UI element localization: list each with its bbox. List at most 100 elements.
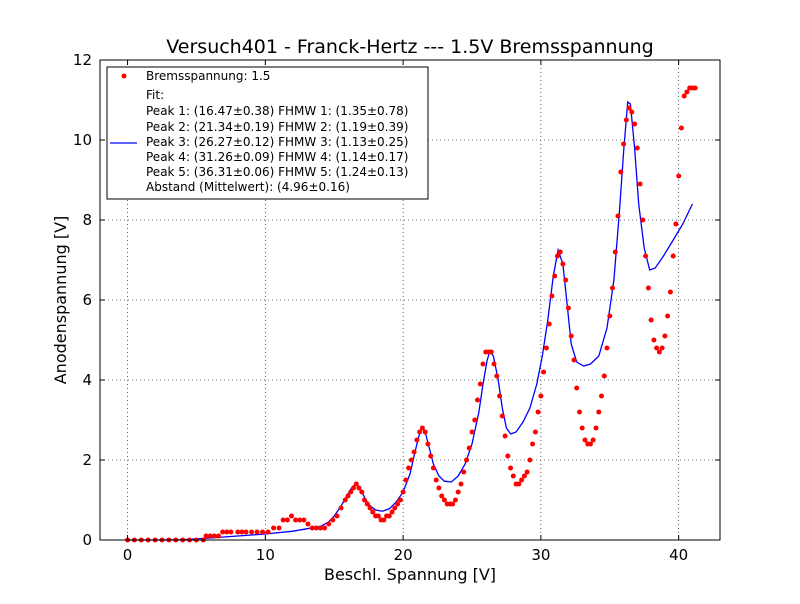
- data-point: [392, 505, 398, 511]
- data-point: [541, 369, 547, 375]
- data-point: [588, 441, 593, 447]
- data-point: [510, 473, 516, 479]
- data-point: [367, 505, 373, 511]
- data-point: [521, 473, 527, 479]
- data-point: [527, 457, 533, 463]
- data-point: [571, 357, 577, 363]
- data-point: [532, 429, 538, 435]
- data-point: [419, 425, 425, 431]
- data-point: [475, 397, 480, 403]
- data-point: [330, 517, 336, 523]
- data-point: [480, 361, 486, 367]
- data-point: [574, 385, 580, 391]
- data-point: [579, 425, 585, 431]
- data-point: [436, 485, 442, 491]
- data-point: [345, 493, 351, 499]
- data-point: [422, 429, 428, 435]
- data-point: [216, 533, 221, 539]
- data-point: [626, 105, 632, 111]
- data-point: [563, 277, 569, 283]
- data-point: [560, 261, 566, 267]
- data-point: [381, 517, 387, 523]
- data-point: [453, 497, 458, 503]
- data-point: [313, 525, 319, 531]
- data-point: [280, 517, 286, 523]
- data-point: [351, 485, 356, 491]
- data-point: [643, 253, 649, 259]
- x-tick-label: 0: [123, 546, 133, 564]
- data-point: [648, 317, 654, 323]
- data-point: [516, 481, 522, 487]
- x-axis-label: Beschl. Spannung [V]: [324, 565, 496, 584]
- data-point: [309, 525, 315, 531]
- data-point: [565, 305, 571, 311]
- data-point: [425, 441, 431, 447]
- data-point: [615, 213, 621, 219]
- data-point: [228, 529, 234, 535]
- data-point: [458, 481, 464, 487]
- legend-entry-bremsspannung: Bremsspannung: 1.5: [146, 69, 270, 83]
- data-point: [322, 525, 328, 531]
- data-point: [530, 441, 536, 447]
- legend-entry-peak-2: Peak 2: (21.34±0.19) FHMW 2: (1.19±0.39): [146, 120, 408, 134]
- data-point: [692, 85, 698, 91]
- data-point: [488, 349, 494, 355]
- data-point: [549, 293, 555, 299]
- legend-entry-peak-3: Peak 3: (26.27±0.12) FHMW 3: (1.13±0.25): [146, 135, 408, 149]
- legend-box: [106, 66, 429, 200]
- data-point: [297, 517, 303, 523]
- data-point: [590, 437, 596, 443]
- axis-ticks: 0 10 20 30 40 0 2 4 6 8 10 12: [73, 51, 720, 564]
- data-point: [254, 529, 260, 535]
- data-point: [654, 345, 660, 351]
- data-point: [505, 453, 511, 459]
- data-point: [338, 505, 344, 511]
- data-point: [632, 121, 638, 127]
- data-point: [491, 361, 497, 367]
- y-tick-label: 6: [82, 291, 92, 309]
- data-point: [301, 517, 307, 523]
- data-point: [552, 273, 558, 279]
- data-point: [276, 525, 282, 531]
- data-point: [455, 489, 461, 495]
- data-point: [519, 477, 525, 483]
- data-point: [610, 285, 615, 291]
- data-point: [356, 485, 362, 491]
- data-point: [502, 433, 508, 439]
- y-tick-label: 8: [82, 211, 92, 229]
- data-point: [678, 125, 684, 131]
- legend-entry-peak-1: Peak 1: (16.47±0.38) FHMW 1: (1.35±0.78): [146, 104, 408, 118]
- data-point: [353, 481, 359, 487]
- data-point: [596, 409, 602, 415]
- data-point: [235, 529, 241, 535]
- data-point: [203, 533, 209, 539]
- data-point: [599, 393, 604, 399]
- data-point: [370, 509, 376, 515]
- data-point: [389, 509, 395, 515]
- data-point: [406, 465, 412, 471]
- data-point: [243, 529, 249, 535]
- data-point: [433, 477, 439, 483]
- data-point: [403, 477, 409, 483]
- legend-entry-fit: Fit:: [146, 88, 164, 102]
- data-point: [645, 285, 651, 291]
- data-point: [414, 437, 420, 443]
- data-point: [670, 253, 676, 259]
- data-point: [618, 169, 624, 175]
- legend-entry-abstand: Abstand (Mittelwert): (4.96±0.16): [146, 180, 350, 194]
- data-point: [497, 393, 503, 399]
- data-point: [684, 89, 690, 95]
- data-point: [348, 489, 354, 495]
- x-tick-label: 40: [669, 546, 688, 564]
- data-point: [450, 501, 456, 507]
- data-point: [395, 501, 401, 507]
- data-point: [673, 221, 679, 227]
- data-point: [535, 409, 541, 415]
- y-tick-label: 4: [82, 371, 92, 389]
- data-point: [604, 345, 610, 351]
- data-point: [359, 489, 365, 495]
- data-point: [408, 457, 414, 463]
- data-point: [397, 497, 403, 503]
